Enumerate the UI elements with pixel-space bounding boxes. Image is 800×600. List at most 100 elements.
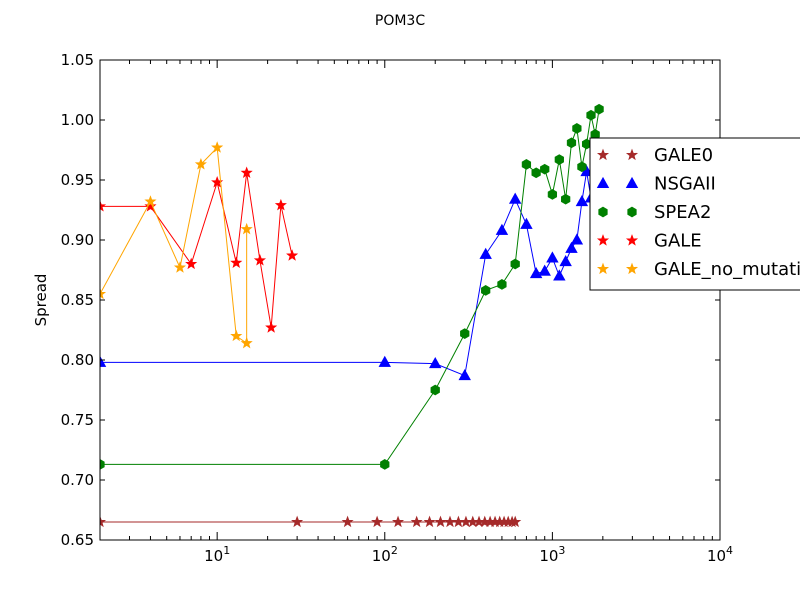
data-point-spea2 <box>497 279 507 290</box>
data-point-spea2 <box>510 258 520 270</box>
x-tick-label: 101 <box>204 544 230 565</box>
data-point-gale <box>185 257 198 270</box>
data-point-gale0 <box>434 515 447 528</box>
legend-marker-gale-no-mutation <box>596 262 610 275</box>
series-line-gale-no-mutation <box>100 146 248 345</box>
y-tick-label: 1.00 <box>61 111 94 129</box>
series-gale <box>100 166 299 333</box>
legend-label-gale: GALE <box>654 231 702 252</box>
legend-label-nsgaii: NSGAII <box>654 174 716 195</box>
legend-marker-spea2 <box>627 206 637 218</box>
data-point-nsgaii <box>429 356 442 369</box>
data-point-spea2 <box>566 137 577 149</box>
legend-box <box>589 137 800 291</box>
y-tick-label: 0.65 <box>61 531 94 549</box>
data-point-gale-no-mutation <box>194 158 207 170</box>
legend-marker-gale0 <box>596 148 610 161</box>
data-point-nsgaii <box>458 368 471 381</box>
data-point-gale <box>286 249 299 261</box>
data-point-gale <box>274 198 287 211</box>
series-nsgaii <box>100 161 606 381</box>
y-tick-label: 0.80 <box>61 351 94 369</box>
chart-title: POM3C <box>375 13 425 29</box>
data-point-gale <box>265 321 278 333</box>
data-point-spea2 <box>481 285 491 296</box>
legend-label-gale0: GALE0 <box>654 145 713 166</box>
data-point-gale <box>240 166 253 178</box>
data-point-gale <box>211 176 224 188</box>
legend-marker-nsgaii <box>625 176 639 188</box>
axis-layer: 0.65 0.70 0.75 0.80 0.85 0.90 0.95 1.00 1.05 101 1… <box>61 51 733 565</box>
legend-marker-gale <box>625 234 639 246</box>
data-point-gale-no-mutation <box>240 336 253 349</box>
legend-marker-gale0 <box>625 148 639 161</box>
data-point-gale <box>144 200 157 212</box>
data-point-spea2 <box>460 328 470 339</box>
data-point-gale <box>230 256 243 268</box>
series-line-gale <box>100 172 293 328</box>
y-tick-label: 0.70 <box>61 471 94 489</box>
legend-label-spea2: SPEA2 <box>654 202 711 223</box>
series-spea2 <box>100 103 604 470</box>
data-point-gale0 <box>341 515 354 528</box>
data-point-nsgaii <box>520 217 533 229</box>
y-tick-label: 0.85 <box>61 291 94 309</box>
y-tick-label: 0.75 <box>61 411 94 429</box>
series-gale0 <box>100 515 522 528</box>
legend-marker-gale <box>596 234 610 246</box>
data-point-nsgaii <box>553 269 566 281</box>
data-point-gale <box>253 254 266 266</box>
y-tick-label: 0.90 <box>61 231 94 249</box>
y-tick-label: 0.95 <box>61 171 94 189</box>
series-line-nsgaii <box>100 167 600 377</box>
data-point-spea2 <box>594 103 604 115</box>
data-point-gale0 <box>509 515 522 528</box>
data-point-nsgaii <box>575 194 589 207</box>
data-point-nsgaii <box>508 192 522 204</box>
data-point-spea2 <box>521 159 532 170</box>
data-point-gale-no-mutation <box>144 195 157 207</box>
legend: GALE0 NSGAII SPEA2 GALE GALE_no_mutation <box>589 137 800 291</box>
data-point-spea2 <box>561 193 571 205</box>
plot-frame <box>99 59 721 541</box>
data-point-spea2 <box>577 161 587 173</box>
data-point-gale-no-mutation <box>100 287 107 300</box>
legend-marker-gale-no-mutation <box>625 262 639 275</box>
data-point-nsgaii <box>565 241 578 253</box>
data-point-gale-no-mutation <box>211 141 224 153</box>
data-point-gale0 <box>100 515 107 528</box>
data-point-spea2 <box>572 123 582 134</box>
data-point-spea2 <box>586 109 596 121</box>
x-tick-label: 104 <box>707 544 733 565</box>
data-point-nsgaii <box>559 254 572 267</box>
data-point-nsgaii <box>378 355 391 367</box>
data-point-spea2 <box>531 167 541 179</box>
data-point-gale <box>100 200 107 212</box>
data-point-gale-no-mutation <box>240 222 253 235</box>
data-point-spea2 <box>430 384 440 396</box>
x-tick-label: 102 <box>372 544 398 565</box>
data-point-gale0 <box>291 515 304 528</box>
series-layer <box>100 103 606 528</box>
data-point-nsgaii <box>546 251 559 263</box>
data-point-spea2 <box>380 459 390 470</box>
data-point-nsgaii <box>100 355 107 367</box>
data-point-gale-no-mutation <box>230 329 243 342</box>
data-point-spea2 <box>540 163 550 175</box>
data-point-nsgaii <box>570 233 584 245</box>
data-point-nsgaii <box>495 223 509 235</box>
data-point-gale0 <box>423 515 436 528</box>
y-axis-label: Spread <box>32 274 50 327</box>
x-tick-label: 103 <box>539 544 565 565</box>
data-point-nsgaii <box>538 264 551 276</box>
data-point-spea2 <box>100 459 105 470</box>
data-point-gale0 <box>391 515 405 528</box>
data-point-nsgaii <box>479 247 492 259</box>
legend-marker-nsgaii <box>596 176 610 188</box>
data-point-gale-no-mutation <box>173 261 187 273</box>
legend-marker-spea2 <box>598 206 608 218</box>
data-point-gale0 <box>371 515 384 528</box>
series-gale-no-mutation <box>100 141 253 349</box>
y-tick-label: 1.05 <box>61 51 94 69</box>
